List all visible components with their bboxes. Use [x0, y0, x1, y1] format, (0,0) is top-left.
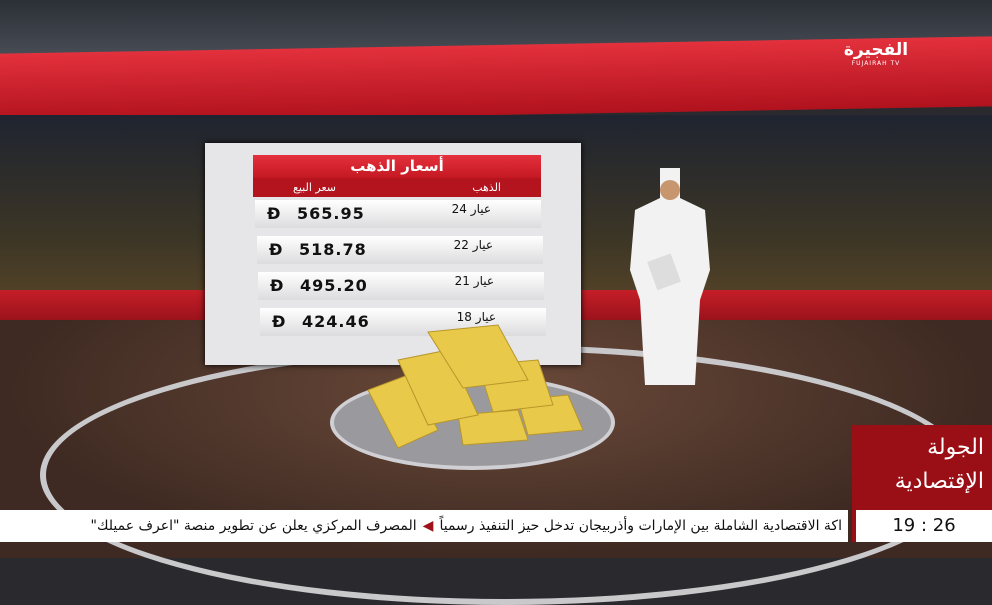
dirham-icon: Đ: [272, 312, 286, 331]
gold-bars-image: [368, 324, 583, 449]
program-title-box: الجولة الإقتصادية: [852, 425, 992, 510]
dirham-icon: Đ: [270, 276, 284, 295]
board-column-headers: سعر البيع الذهب: [253, 178, 541, 197]
dirham-icon: Đ: [267, 204, 281, 223]
column-gold: الذهب: [472, 181, 501, 194]
price-row: Đ 518.78 عيار 22: [257, 236, 543, 264]
dirham-icon: Đ: [269, 240, 283, 259]
price-row: Đ 495.20 عيار 21: [258, 272, 544, 300]
channel-logo: الفجيرة FUJAIRAH TV: [843, 40, 909, 67]
column-sell-price: سعر البيع: [293, 181, 336, 194]
news-ticker: اكة الاقتصادية الشاملة بين الإمارات وأذر…: [0, 510, 848, 542]
ticker-separator-icon: ◀: [422, 518, 434, 534]
presenter: [630, 168, 710, 385]
clock: 19 : 26: [852, 510, 992, 542]
ticker-item: المصرف المركزي يعلن عن تطوير منصة "اعرف …: [90, 518, 417, 534]
price-row: Đ 565.95 عيار 24: [255, 200, 541, 228]
ticker-item: اكة الاقتصادية الشاملة بين الإمارات وأذر…: [439, 518, 842, 534]
board-title: أسعار الذهب: [253, 155, 541, 178]
